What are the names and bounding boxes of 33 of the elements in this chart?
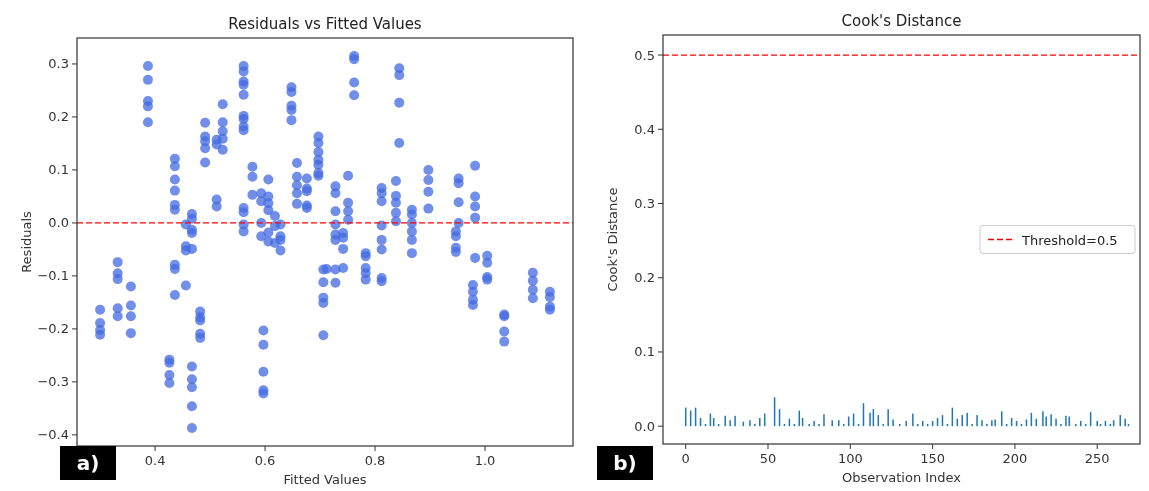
x-axis-title: Observation Index — [841, 470, 962, 485]
x-tick-label: 250 — [1084, 451, 1110, 466]
y-tick-label: −0.4 — [37, 427, 69, 443]
y-tick-label: −0.1 — [37, 268, 69, 284]
x-axis-title: Fitted Values — [283, 472, 367, 487]
y-tick-label: 0.1 — [634, 344, 655, 360]
y-tick-label: −0.2 — [37, 321, 69, 337]
y-axis-title: Residuals — [19, 210, 34, 273]
chart-title: Residuals vs Fitted Values — [228, 15, 422, 33]
y-tick-label: 0.4 — [634, 121, 655, 137]
x-tick-label: 0.4 — [144, 453, 166, 468]
x-tick-label: 200 — [1002, 451, 1028, 466]
y-tick-label: 0.3 — [634, 196, 655, 211]
legend-label: Threshold=0.5 — [1021, 232, 1118, 248]
x-tick-label: 0.8 — [364, 453, 386, 468]
x-tick-label: 150 — [920, 451, 946, 466]
x-tick-label: 0 — [681, 451, 690, 466]
y-tick-label: 0.0 — [634, 418, 655, 434]
x-tick-label: 0.6 — [254, 453, 276, 468]
y-tick-label: 0.0 — [48, 215, 69, 231]
y-tick-label: 0.5 — [634, 47, 655, 63]
text: a) — [76, 451, 100, 475]
x-tick-label: 50 — [759, 451, 777, 466]
y-tick-label: 0.2 — [634, 270, 655, 286]
y-tick-label: −0.3 — [37, 374, 69, 390]
y-tick-label: 0.2 — [48, 109, 69, 125]
y-tick-label: 0.3 — [48, 56, 69, 72]
chart-title: Cook's Distance — [841, 12, 962, 30]
text: b) — [613, 451, 637, 475]
y-axis-title: Cook's Distance — [605, 187, 620, 292]
y-tick-label: 0.1 — [48, 162, 69, 178]
x-tick-label: 1.0 — [474, 453, 496, 468]
x-tick-label: 100 — [837, 451, 863, 466]
